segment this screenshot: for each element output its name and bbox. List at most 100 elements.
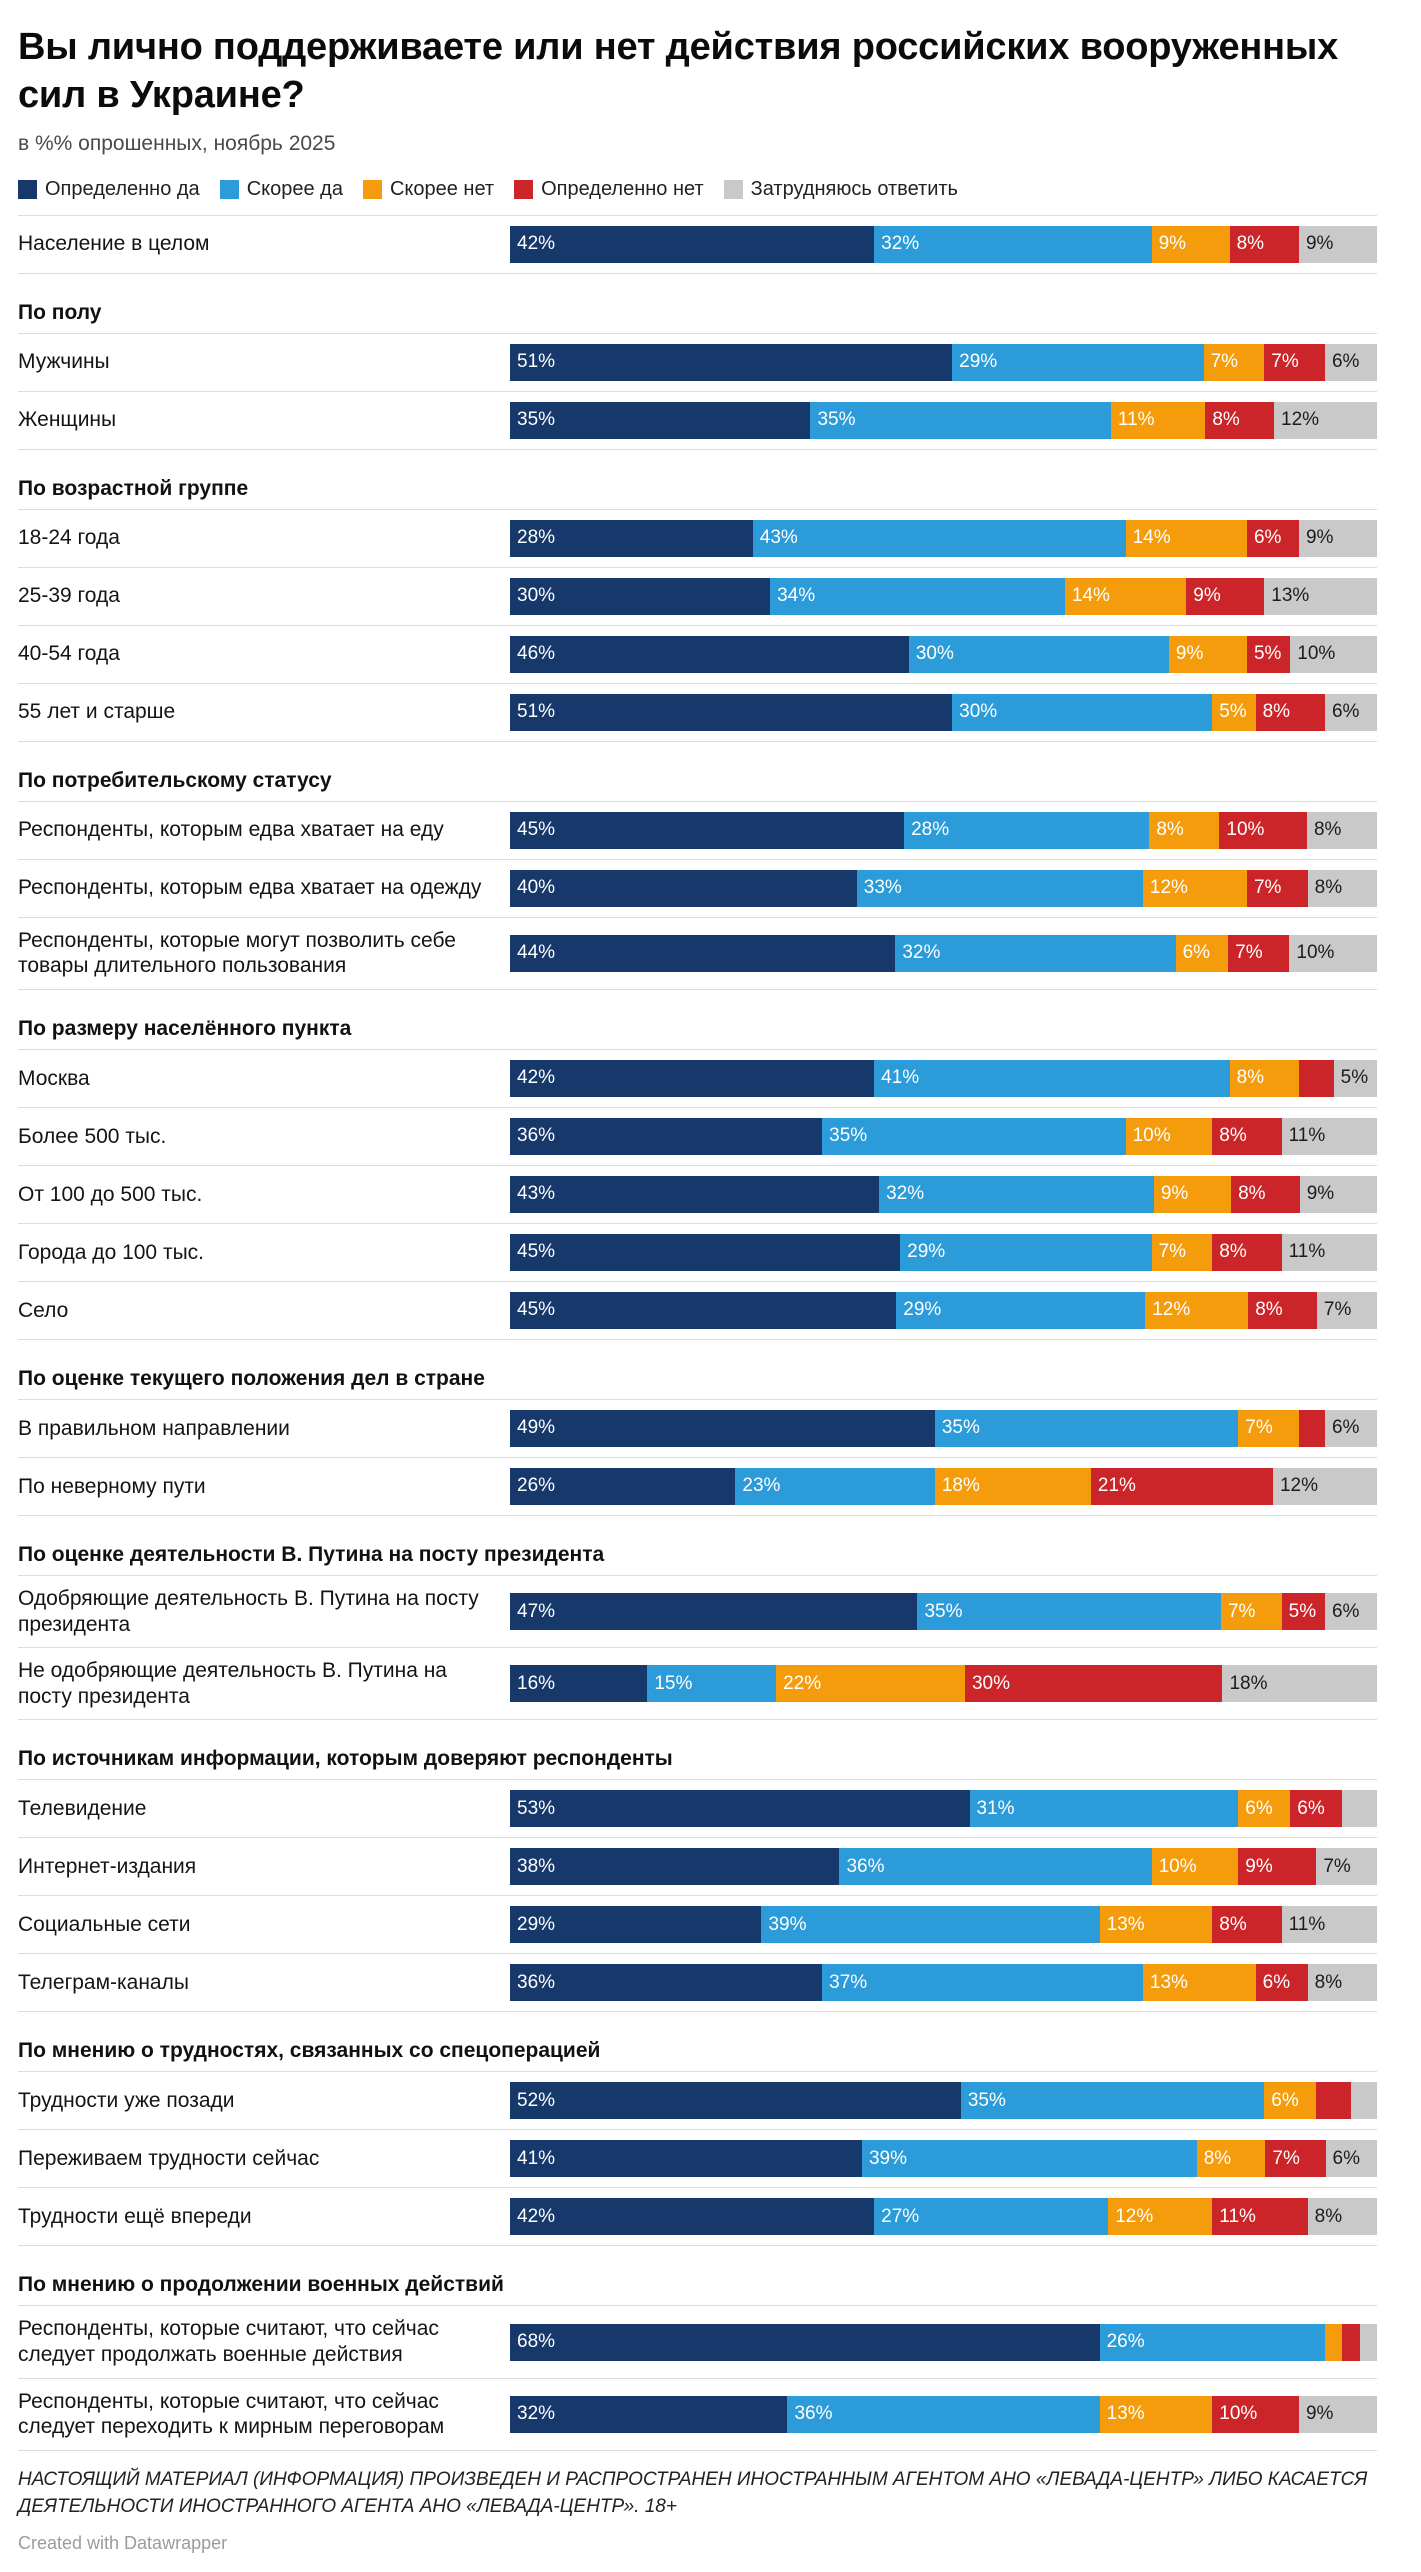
group-header: По возрастной группе [18,450,1377,510]
bar-segment: 12% [1142,869,1247,907]
legend-label: Определенно нет [541,177,704,200]
stacked-bar: 35% 35% 11% 8% 12% [510,401,1378,439]
bar-segment: 8% [1255,693,1325,731]
legend-item: Определенно нет [514,178,704,201]
stacked-bar: 46% 30% 9% 5% 10% [510,635,1377,673]
stacked-bar: 16% 15% 22% 30% 18% [510,1665,1377,1703]
segment-value-label: 10% [1158,1855,1197,1877]
bar-row: Переживаем трудности сейчас 41% 39% 8% 7% 6% [18,2130,1377,2189]
segment-value-label: 46% [517,643,556,665]
row-label: Москва [18,1066,90,1090]
bar-segment: 8% [1205,401,1274,439]
row-label: Переживаем трудности сейчас [18,2147,320,2171]
segment-value-label: 12% [1281,409,1320,431]
bar-segment [1298,1059,1334,1097]
segment-value-label: 9% [1175,643,1204,665]
bar-row: Респонденты, которые считают, что сейчас… [18,2379,1377,2451]
stacked-bar: 40% 33% 12% 7% 8% [510,869,1377,907]
segment-value-label: 8% [1236,233,1265,255]
bar-segment: 44% [510,934,896,972]
bar-row: От 100 до 500 тыс. 43% 32% 9% 8% 9% [18,1166,1377,1224]
legend-label: Затрудняюсь ответить [750,177,958,200]
segment-value-label: 8% [1314,1971,1343,1993]
bar-segment: 6% [1324,1409,1377,1447]
bar-segment: 26% [510,1467,736,1505]
stacked-bar: 53% 31% 6% 6% [510,1790,1377,1828]
bar-segment: 28% [904,811,1150,849]
bar-segment: 39% [761,1906,1100,1944]
row-label: Женщины [18,408,117,432]
stacked-bar: 32% 36% 13% 10% 9% [510,2395,1377,2433]
segment-value-label: 18% [941,1475,980,1497]
segment-value-label: 6% [1331,1600,1360,1622]
bar-row: Респонденты, которым едва хватает на еду… [18,802,1378,860]
row-label: От 100 до 500 тыс. [18,1182,203,1206]
group-header: По потребительскому статусу [18,742,1377,802]
row-label: В правильном направлении [18,1416,290,1440]
segment-value-label: 10% [1132,1125,1171,1147]
segment-value-label: 5% [1253,643,1282,665]
row-label: По неверному пути [18,1474,206,1498]
stacked-bar: 42% 27% 12% 11% 8% [510,2198,1378,2236]
segment-value-label: 35% [829,1125,868,1147]
segment-value-label: 14% [1132,527,1171,549]
bar-row: По неверному пути 26% 23% 18% 21% 12% [18,1458,1377,1516]
datawrapper-attribution-link[interactable]: Created with Datawrapper [18,2532,228,2553]
bar-segment: 30% [964,1665,1223,1703]
segment-value-label: 33% [863,877,902,899]
segment-value-label: 49% [517,1417,556,1439]
bar-segment: 9% [1153,1175,1232,1213]
chart-body: Население в целом 42% 32% 9% 8% 9% По полу Мужч… [18,214,1378,2451]
segment-value-label: 52% [517,2089,556,2111]
bar-segment: 41% [510,2140,862,2178]
bar-segment: 8% [1231,1175,1300,1213]
segment-value-label: 7% [1323,1855,1351,1877]
segment-value-label: 26% [1106,2331,1145,2353]
bar-segment: 28% [510,519,753,557]
segment-value-label: 9% [1245,1855,1273,1877]
segment-value-label: 13% [1149,1971,1188,1993]
segment-value-label: 7% [1158,1241,1187,1263]
segment-value-label: 9% [1305,233,1334,255]
page-title: Вы лично поддерживаете или нет действия … [18,26,1339,116]
bar-row: Города до 100 тыс. 45% 29% 7% 8% 11% [18,1224,1378,1282]
row-label: Респонденты, которым едва хватает на оде… [18,876,482,900]
bar-segment [1316,2082,1351,2120]
bar-segment: 8% [1307,869,1377,907]
bar-segment: 7% [1265,2140,1326,2178]
segment-value-label: 28% [911,819,950,841]
bar-segment: 29% [510,1906,762,1944]
bar-row: Трудности уже позади 52% 35% 6% [18,2072,1378,2131]
bar-segment: 43% [752,519,1126,557]
legend-item: Скорее нет [362,178,494,201]
stacked-bar: 52% 35% 6% [510,2082,1378,2120]
segment-value-label: 45% [517,1241,556,1263]
legend-swatch-icon [362,179,382,199]
bar-segment: 16% [510,1665,648,1703]
bar-segment: 10% [1151,1848,1239,1886]
segment-value-label: 34% [777,585,816,607]
segment-value-label: 8% [1314,2205,1343,2227]
stacked-bar: 68% 26% [510,2323,1378,2361]
bar-segment: 29% [896,1291,1146,1329]
segment-value-label: 32% [902,942,941,964]
segment-value-label: 11% [1288,1241,1326,1263]
stacked-bar: 36% 35% 10% 8% 11% [510,1117,1378,1155]
legend-item: Скорее да [219,178,343,201]
segment-value-label: 6% [1271,2089,1299,2111]
bar-row: Респонденты, которым едва хватает на оде… [18,860,1377,918]
bar-row: 55 лет и старше 51% 30% 5% 8% 6% [18,684,1377,742]
segment-value-label: 11% [1288,1125,1326,1147]
bar-segment: 9% [1298,519,1377,557]
bar-segment: 37% [822,1964,1143,2002]
bar-segment: 13% [1099,2395,1213,2433]
bar-row: Село 45% 29% 12% 8% 7% [18,1282,1377,1340]
segment-value-label: 35% [941,1417,980,1439]
bar-segment: 11% [1281,1233,1378,1271]
legend-swatch-icon [219,179,239,199]
segment-value-label: 11% [1288,1913,1326,1935]
bar-segment: 53% [510,1790,970,1828]
bar-segment: 6% [1324,343,1377,381]
bar-segment: 35% [810,401,1111,439]
segment-value-label: 6% [1331,1417,1360,1439]
